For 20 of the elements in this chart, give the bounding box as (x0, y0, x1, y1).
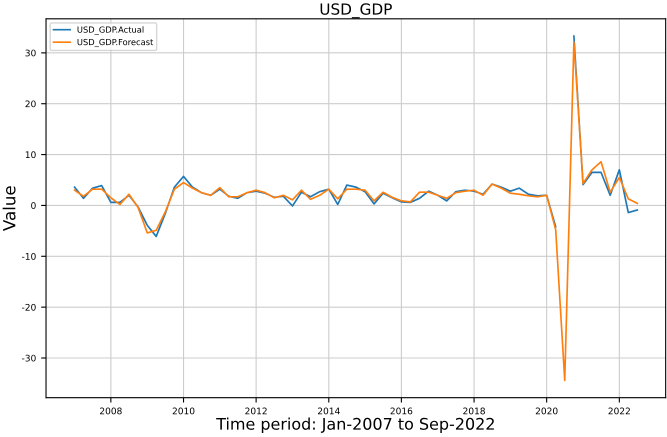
y-tick-label: -10 (22, 253, 36, 260)
x-tick-label: 2012 (245, 408, 267, 414)
x-tick-label: 2010 (172, 408, 194, 414)
y-tick-label: -20 (22, 304, 36, 311)
x-tick-label: 2018 (463, 408, 485, 414)
legend-label: USD_GDP.Actual (78, 26, 144, 35)
legend-label: USD_GDP.Forecast (78, 38, 154, 48)
x-tick-label: 2016 (390, 408, 412, 414)
x-tick-label: 2022 (608, 408, 630, 414)
y-tick-label: 30 (26, 50, 36, 56)
x-tick-label: 2014 (318, 408, 340, 414)
x-axis-title: Time period: Jan-2007 to Sep-2022 (216, 418, 494, 433)
x-tick-label: 2020 (536, 408, 558, 414)
chart-title: USD_GDP (320, 3, 392, 18)
y-tick-label: 0 (31, 202, 36, 209)
y-tick-label: 10 (26, 151, 36, 158)
x-tick-label: 2008 (100, 408, 122, 414)
y-tick-label: 20 (25, 100, 36, 108)
y-tick-label: -30 (22, 354, 36, 362)
y-axis-title: Value (2, 186, 16, 231)
